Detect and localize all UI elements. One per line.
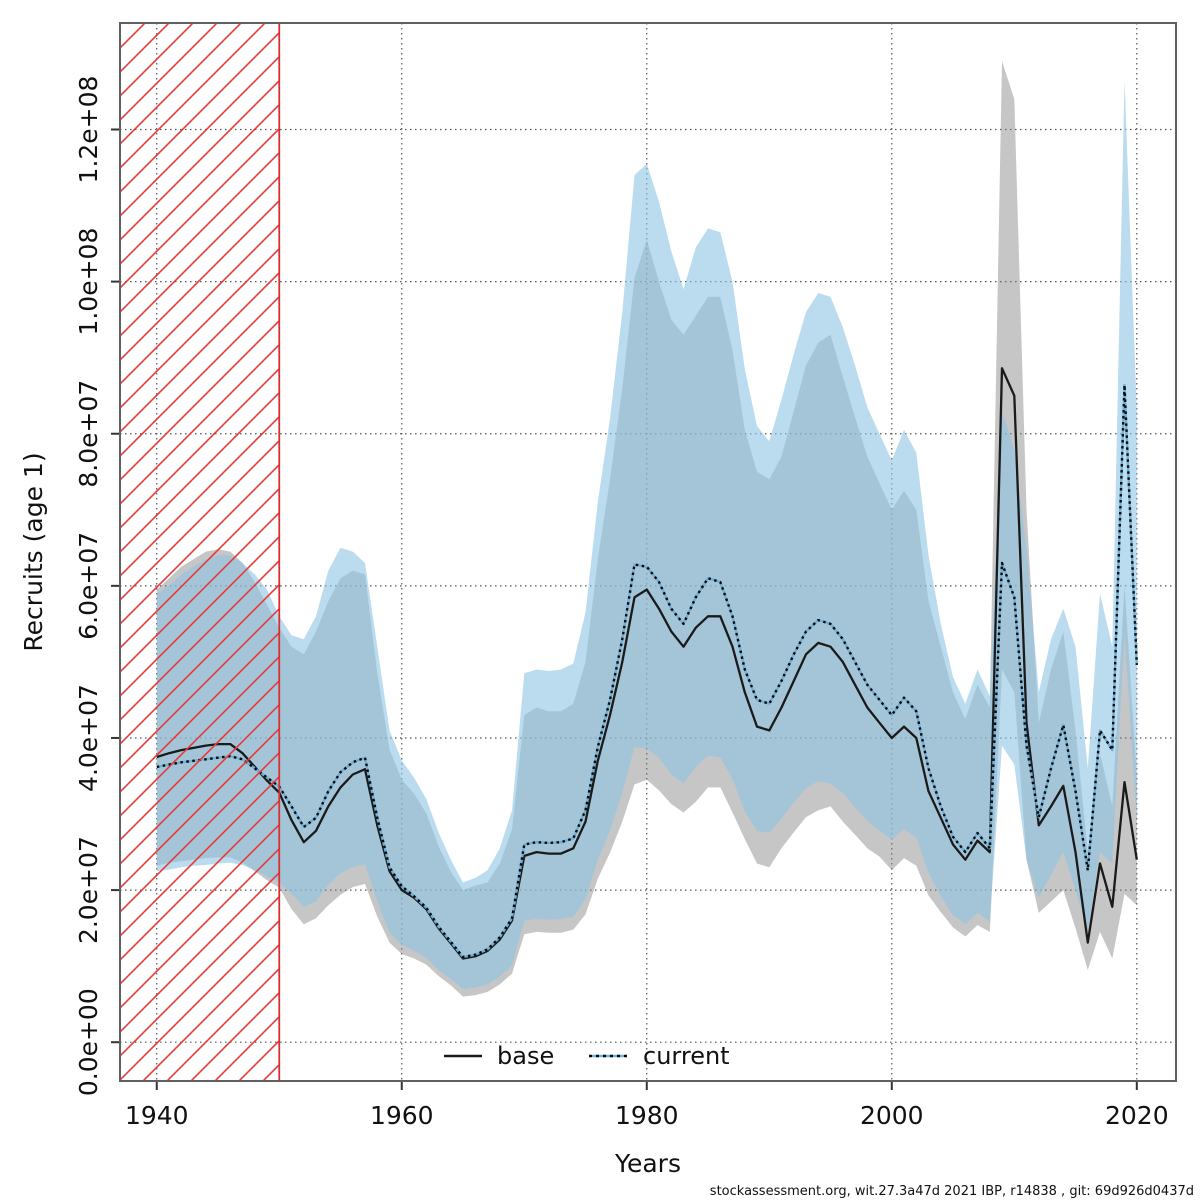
axis-ticks xyxy=(111,128,1138,1090)
y-tick-label: 1.2e+08 xyxy=(74,76,103,184)
y-tick-label: 6.0e+07 xyxy=(74,532,103,640)
series-lines xyxy=(156,367,1138,960)
legend-base-label: base xyxy=(497,1042,554,1070)
y-tick-label: 1.0e+08 xyxy=(74,228,103,336)
x-axis-title: Years xyxy=(614,1149,681,1178)
legend-current-label: current xyxy=(643,1042,730,1070)
plot-border xyxy=(119,22,1177,1082)
y-tick-label: 8.0e+07 xyxy=(74,380,103,488)
x-tick-label: 2020 xyxy=(1105,1101,1169,1130)
excluded-region-hatch xyxy=(119,22,281,1082)
x-tick-label: 2000 xyxy=(860,1101,924,1130)
y-tick-label: 2.0e+07 xyxy=(74,836,103,944)
excluded-years-region xyxy=(119,22,281,1082)
y-tick-label: 0.0e+00 xyxy=(74,988,103,1096)
y-axis-title: Recruits (age 1) xyxy=(19,452,48,651)
legend: base current xyxy=(444,1042,730,1070)
x-tick-label: 1960 xyxy=(370,1101,434,1130)
y-tick-label: 4.0e+07 xyxy=(74,684,103,792)
x-tick-label: 1980 xyxy=(615,1101,679,1130)
confidence-bands xyxy=(156,61,1137,997)
current-line xyxy=(156,383,1138,959)
axis-tick-labels: 1940 1960 1980 2000 2020 0.0e+00 2.0e+07 4.0e+0… xyxy=(74,76,1169,1130)
x-tick-label: 1940 xyxy=(125,1101,189,1130)
footer-attribution: stockassessment.org, wit.27.3a47d 2021 I… xyxy=(710,1184,1194,1199)
base-line xyxy=(156,367,1138,960)
current-confidence-band xyxy=(156,80,1137,989)
